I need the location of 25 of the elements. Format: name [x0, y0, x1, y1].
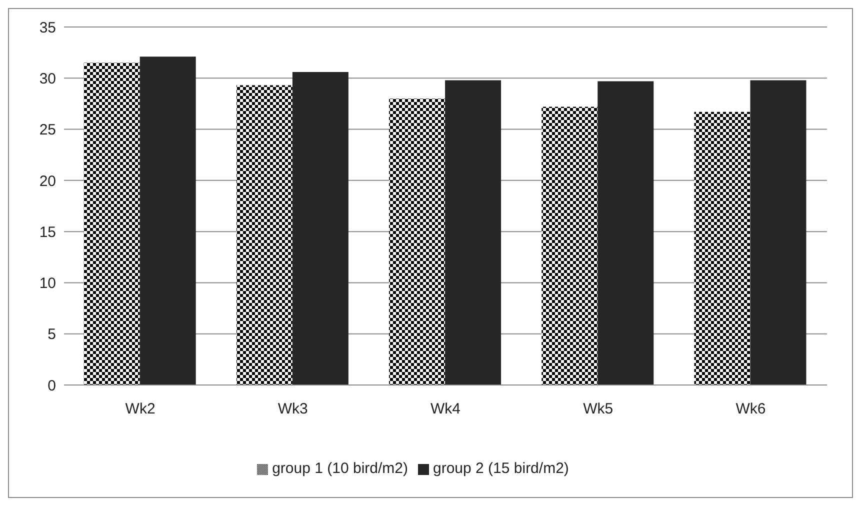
- x-tick-label: Wk4: [430, 400, 460, 418]
- y-tick-label: 30: [39, 70, 56, 88]
- bar: [236, 85, 292, 385]
- bar: [292, 72, 348, 385]
- y-tick-label: 0: [48, 377, 56, 394]
- legend-label: group 1 (10 bird/m2): [272, 460, 408, 477]
- y-tick-label: 5: [48, 326, 56, 344]
- x-tick-label: Wk3: [278, 400, 308, 418]
- bar: [389, 98, 446, 385]
- y-tick-label: 15: [39, 224, 56, 241]
- x-tick-label: Wk2: [125, 400, 156, 418]
- y-tick-label: 35: [39, 19, 56, 36]
- bar: [140, 56, 196, 385]
- bar: [598, 81, 654, 385]
- bar: [84, 62, 140, 385]
- bar: [542, 106, 598, 385]
- bar: [750, 80, 806, 385]
- x-tick-label: Wk5: [583, 400, 614, 418]
- bar: [445, 80, 502, 385]
- bar: [694, 112, 750, 385]
- y-tick-label: 20: [39, 172, 56, 190]
- x-tick-label: Wk6: [736, 400, 766, 418]
- y-tick-label: 10: [39, 275, 56, 292]
- legend-label: group 2 (15 bird/m2): [433, 460, 569, 477]
- y-tick-label: 25: [39, 122, 56, 139]
